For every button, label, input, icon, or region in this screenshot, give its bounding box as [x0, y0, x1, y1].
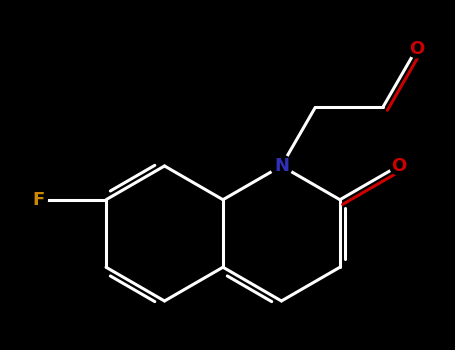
Circle shape — [389, 157, 407, 175]
Circle shape — [30, 191, 47, 209]
Circle shape — [271, 155, 292, 177]
Text: O: O — [391, 157, 406, 175]
Text: O: O — [409, 40, 424, 58]
Circle shape — [408, 40, 425, 58]
Text: N: N — [274, 157, 289, 175]
Text: F: F — [32, 191, 45, 209]
